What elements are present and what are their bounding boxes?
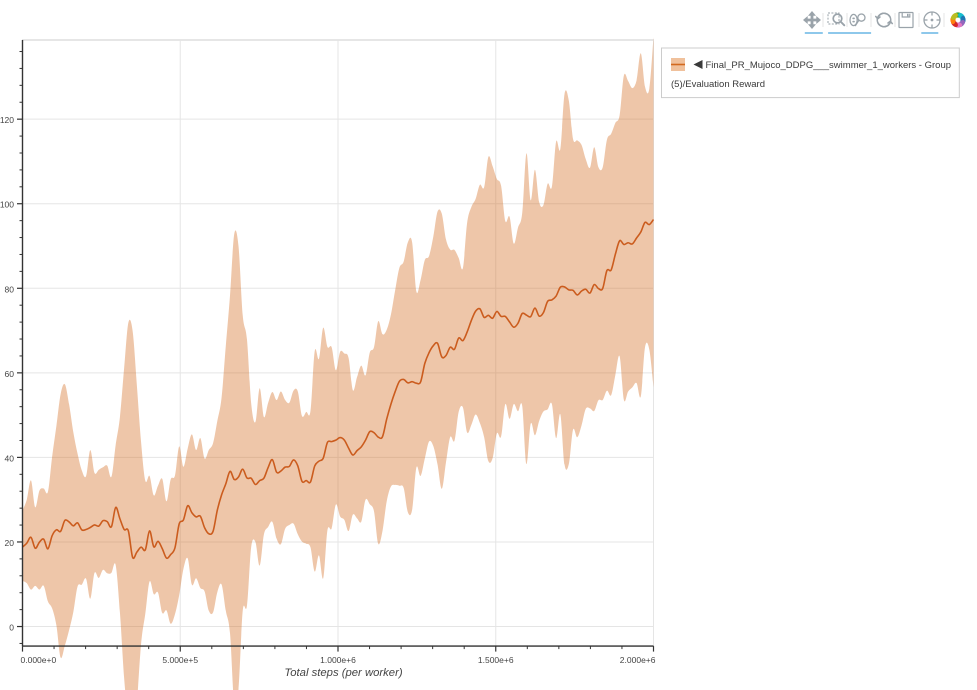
svg-text:Final_PR_Mujoco_DDPG___swimmer: Final_PR_Mujoco_DDPG___swimmer_1_workers… (706, 60, 952, 71)
svg-text:60: 60 (5, 369, 15, 379)
svg-text:0: 0 (9, 623, 14, 633)
svg-text:120: 120 (0, 115, 14, 125)
svg-text:20: 20 (5, 538, 15, 548)
svg-text:2.000e+6: 2.000e+6 (620, 655, 656, 665)
svg-text:80: 80 (5, 284, 15, 294)
svg-text:1.000e+6: 1.000e+6 (320, 655, 356, 665)
svg-text:0.000e+0: 0.000e+0 (21, 655, 57, 665)
svg-text:1.500e+6: 1.500e+6 (478, 655, 514, 665)
svg-text:40: 40 (5, 453, 15, 463)
svg-text:100: 100 (0, 200, 14, 210)
svg-text:(5)/Evaluation Reward: (5)/Evaluation Reward (671, 79, 765, 90)
svg-text:Total steps (per worker): Total steps (per worker) (284, 667, 402, 679)
svg-text:5.000e+5: 5.000e+5 (162, 655, 198, 665)
